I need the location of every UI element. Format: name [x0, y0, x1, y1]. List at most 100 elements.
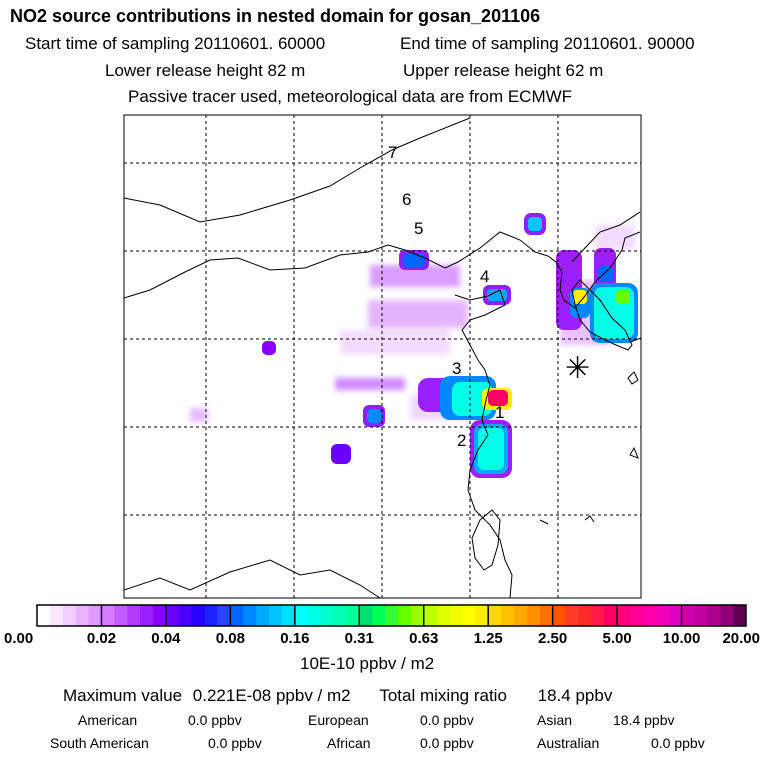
south-american-value: 0.0 ppbv	[208, 735, 262, 751]
colorbar-tick-label: 0.63	[409, 630, 439, 647]
colorbar-tick-label: 0.31	[344, 630, 374, 647]
start-time: Start time of sampling 20110601. 60000	[25, 34, 326, 53]
tracer-info: Passive tracer used, meteorological data…	[128, 87, 573, 106]
colorbar-cell	[436, 605, 451, 626]
colorbar-cell	[578, 605, 592, 626]
max-value: 0.221E-08 ppbv / m2	[192, 686, 351, 705]
colorbar-cell	[217, 605, 231, 626]
european-label: European	[308, 712, 369, 728]
coastlines	[124, 117, 641, 598]
colorbar-tick-label: 0.08	[215, 630, 245, 647]
colorbar-cell	[385, 605, 399, 626]
colorbar-cell	[397, 605, 412, 626]
colorbar-cell	[655, 605, 670, 626]
colorbar-cell	[62, 605, 77, 626]
figure-title: NO2 source contributions in nested domai…	[10, 6, 541, 26]
end-time: End time of sampling 20110601. 90000	[400, 34, 695, 53]
summary-max-line: Maximum value 0.221E-08 ppbv / m2 Total …	[63, 686, 612, 706]
colorbar-cell	[720, 605, 734, 626]
european-value: 0.0 ppbv	[420, 712, 474, 728]
source-label-7: 7	[388, 143, 397, 162]
colorbar-cell	[37, 605, 51, 626]
colorbar-tick-label: 1.25	[473, 630, 503, 647]
colorbar-tick-label: 0.02	[86, 630, 117, 647]
colorbar-cell	[153, 605, 167, 626]
source-label-2: 2	[457, 431, 466, 450]
colorbar-tick-label: 0.16	[280, 630, 310, 647]
south-american-label: South American	[50, 735, 149, 751]
colorbar-cell	[733, 605, 747, 626]
colorbar-cell	[681, 605, 695, 626]
colorbar-tick-label: 0.00	[4, 630, 34, 647]
colorbar-cell	[488, 605, 502, 626]
american-label: American	[78, 712, 138, 728]
map-panel: 1 2 3 4 5 6 7 ✳	[123, 114, 642, 599]
receptor-marker: ✳	[565, 352, 590, 385]
asian-value: 18.4 ppbv	[613, 712, 675, 728]
colorbar-cell	[462, 605, 476, 626]
colorbar-cell	[552, 605, 567, 626]
source-label-3: 3	[452, 359, 461, 378]
colorbar-cell	[230, 605, 244, 626]
colorbar-units: 10E-10 ppbv / m2	[300, 654, 435, 673]
plume-field	[190, 213, 638, 478]
colorbar-cell	[307, 605, 322, 626]
colorbar-cell	[165, 605, 180, 626]
australian-label: Australian	[537, 735, 600, 751]
american-value: 0.0 ppbv	[188, 712, 242, 728]
colorbar-cell	[629, 605, 644, 626]
source-label-6: 6	[402, 190, 411, 209]
source-label-5: 5	[414, 219, 423, 238]
colorbar-cell	[191, 605, 206, 626]
colorbar-cell	[565, 605, 579, 626]
total-label: Total mixing ratio	[379, 686, 507, 705]
source-label-1: 1	[495, 403, 504, 422]
colorbar-tick-label: 5.00	[602, 630, 632, 647]
colorbar-cell	[178, 605, 193, 626]
colorbar-cell	[410, 605, 425, 626]
colorbar-cell	[668, 605, 683, 626]
colorbar-cell	[333, 605, 347, 626]
colorbar-tick-label: 0.04	[151, 630, 181, 647]
colorbar-cell	[346, 605, 360, 626]
colorbar-cell	[449, 605, 463, 626]
colorbar-cell	[513, 605, 528, 626]
african-value: 0.0 ppbv	[420, 735, 474, 751]
colorbar-cell	[75, 605, 90, 626]
source-label-4: 4	[480, 267, 489, 286]
colorbar-cell	[49, 605, 64, 626]
lower-release-height: Lower release height 82 m	[105, 61, 306, 80]
colorbar-cell	[617, 605, 631, 626]
colorbar-cell	[501, 605, 515, 626]
total-value: 18.4 ppbv	[537, 686, 613, 705]
colorbar-cell	[243, 605, 257, 626]
asian-label: Asian	[537, 712, 573, 728]
colorbar-cell	[204, 605, 218, 626]
australian-value: 0.0 ppbv	[651, 735, 705, 751]
colorbar-cell	[642, 605, 657, 626]
colorbar-cell	[294, 605, 309, 626]
colorbar-cell	[269, 605, 283, 626]
colorbar-cell	[320, 605, 334, 626]
colorbar-cell	[256, 605, 270, 626]
colorbar-cell	[475, 605, 489, 626]
colorbar-cell	[359, 605, 373, 626]
colorbar-tick-label: 2.50	[538, 630, 568, 647]
colorbar-cell	[140, 605, 154, 626]
colorbar-cell	[526, 605, 541, 626]
grid-lines	[124, 115, 641, 598]
colorbar-cell	[707, 605, 721, 626]
african-label: African	[327, 735, 371, 751]
colorbar-tick-label: 20.00	[722, 630, 760, 647]
colorbar-cell	[114, 605, 128, 626]
colorbar	[36, 604, 747, 627]
colorbar-cell	[591, 605, 605, 626]
colorbar-cell	[372, 605, 386, 626]
colorbar-cell	[604, 605, 618, 626]
colorbar-cell	[423, 605, 438, 626]
colorbar-frame	[36, 604, 747, 627]
colorbar-cell	[127, 605, 141, 626]
colorbar-cell	[88, 605, 102, 626]
colorbar-cell	[694, 605, 708, 626]
max-label: Maximum value	[63, 686, 183, 705]
